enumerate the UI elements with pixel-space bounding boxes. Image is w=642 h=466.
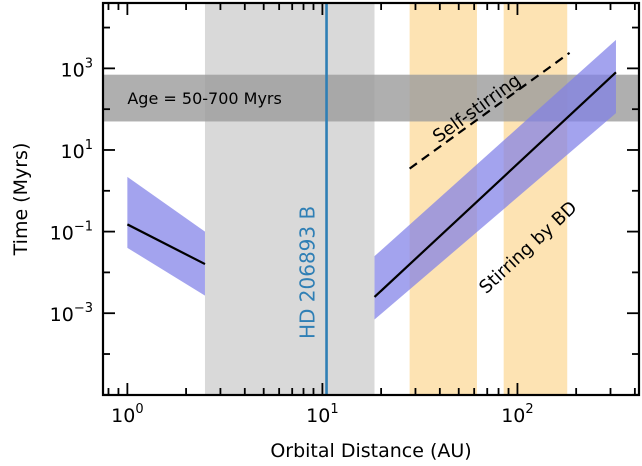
age-band-label: Age = 50-700 Myrs	[127, 89, 281, 108]
stirring-band-1	[127, 176, 205, 296]
stirring-uncertainty-bands	[127, 39, 616, 320]
y-tick-label: 101	[61, 138, 93, 163]
companion-label: HD 206893 B	[296, 206, 320, 339]
self-stirring-line-1	[408, 51, 571, 170]
plot-frame	[101, 1, 641, 397]
stirring-band-2	[374, 39, 616, 320]
y-tick-label: 10−1	[50, 220, 93, 245]
stirring-by-bd-line-1	[126, 223, 206, 266]
stirring-by-bd-line-2	[373, 71, 617, 298]
tick-labels: 100 101 102 10−3 10−1 101 103	[50, 56, 534, 427]
excluded-region	[204, 3, 375, 395]
y-tick-label: 103	[61, 56, 93, 81]
axis-ticks	[103, 3, 639, 396]
x-tick-label: 102	[501, 402, 533, 427]
x-axis-label: Orbital Distance (AU)	[270, 440, 471, 462]
y-axis-label: Time (Myrs)	[10, 143, 32, 257]
series-lines	[126, 3, 617, 395]
y-tick-label: 10−3	[50, 301, 93, 326]
x-tick-label: 101	[306, 402, 338, 427]
x-tick-label: 100	[111, 402, 143, 427]
